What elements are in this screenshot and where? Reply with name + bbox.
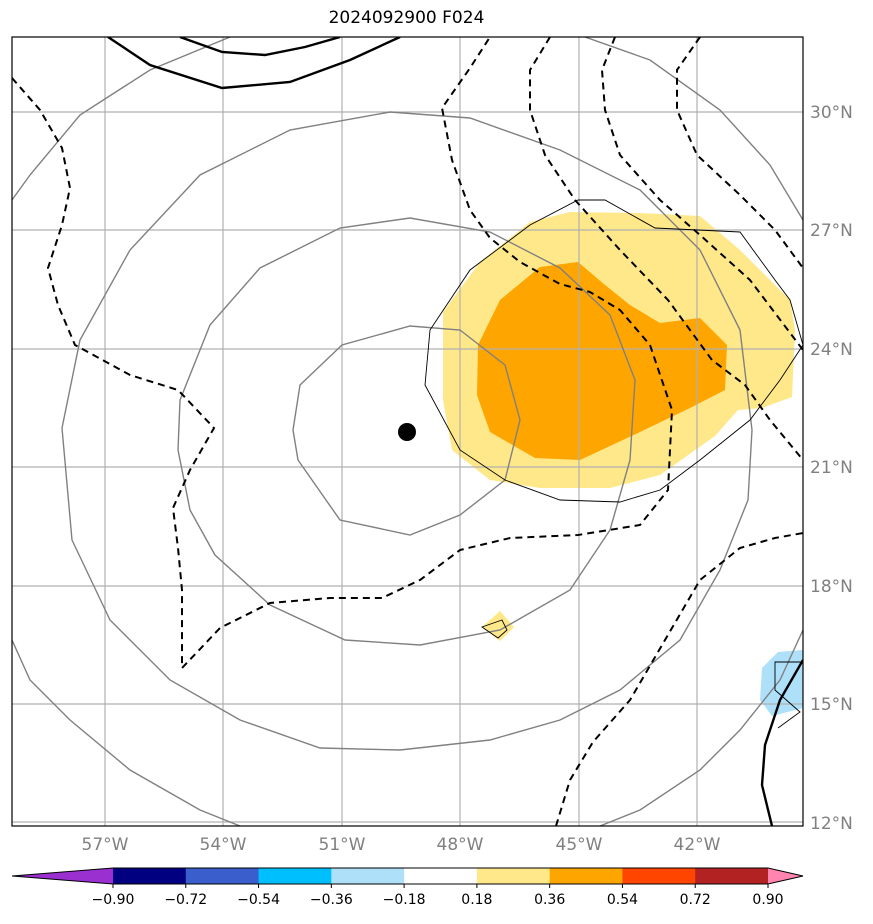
longitude-labels: 57°W 54°W 51°W 48°W 45°W 42°W: [82, 835, 721, 855]
map-frame-border: [11, 36, 804, 827]
colorbar-tick-label: −0.36: [310, 892, 353, 908]
lon-label-57w: 57°W: [82, 835, 129, 855]
lat-label-27n: 27°N: [810, 221, 853, 241]
shaded-small-yellow-patch: [482, 611, 514, 641]
colorbar-tick-label: 0.18: [461, 892, 492, 908]
colorbar-extend-high: [768, 868, 803, 884]
colorbar-ticks: −0.90 −0.72 −0.54 −0.36 −0.18 0.18 0.36 0.54 0.7…: [92, 884, 784, 908]
lat-label-24n: 24°N: [810, 340, 853, 360]
colorbar-segments: [12, 868, 803, 884]
colorbar-segment: [185, 868, 260, 884]
colorbar-segment: [113, 868, 187, 884]
colorbar-tick-label: 0.72: [680, 892, 711, 908]
lat-label-21n: 21°N: [810, 458, 853, 478]
lat-label-15n: 15°N: [810, 695, 853, 715]
colorbar-segment: [622, 868, 696, 884]
colorbar-outline: [11, 867, 804, 885]
pressure-contours: [12, 37, 803, 826]
thin-black-contour: [424, 199, 803, 503]
colorbar-segment: [476, 868, 551, 884]
colorbar: −0.90 −0.72 −0.54 −0.36 −0.18 0.18 0.36 0.54 0.7…: [11, 867, 804, 908]
colorbar-tick-label: 0.36: [534, 892, 565, 908]
lat-label-12n: 12°N: [810, 814, 853, 834]
shaded-positive-field: [443, 212, 795, 641]
storm-center-marker: [398, 423, 416, 441]
solid-contours: [107, 37, 803, 826]
latitude-labels: 30°N 27°N 24°N 21°N 18°N 15°N 12°N: [810, 103, 853, 834]
lat-label-30n: 30°N: [810, 103, 853, 123]
dashed-contours: [12, 37, 803, 826]
colorbar-tick-label: −0.18: [383, 892, 426, 908]
colorbar-segment: [549, 868, 623, 884]
colorbar-tick-label: 0.90: [752, 892, 783, 908]
colorbar-segment: [258, 868, 332, 884]
colorbar-segment: [404, 868, 478, 884]
colorbar-tick-label: −0.54: [237, 892, 280, 908]
colorbar-segment: [695, 868, 769, 884]
thin-black-small-contour: [481, 619, 508, 639]
colorbar-tick-label: −0.90: [92, 892, 135, 908]
colorbar-segment: [331, 868, 405, 884]
lon-label-51w: 51°W: [319, 835, 366, 855]
lon-label-54w: 54°W: [200, 835, 247, 855]
gridlines: [12, 37, 803, 826]
shaded-negative-field: [760, 650, 803, 716]
shaded-orange-area: [477, 262, 727, 460]
lon-label-48w: 48°W: [437, 835, 484, 855]
thin-black-right-contour: [774, 661, 803, 729]
lon-label-42w: 42°W: [674, 835, 721, 855]
colorbar-extend-low: [12, 868, 113, 884]
lat-label-18n: 18°N: [810, 577, 853, 597]
colorbar-tick-label: 0.54: [607, 892, 638, 908]
map-title: 2024092900 F024: [328, 8, 485, 28]
lon-label-45w: 45°W: [556, 835, 603, 855]
colorbar-tick-label: −0.72: [164, 892, 207, 908]
